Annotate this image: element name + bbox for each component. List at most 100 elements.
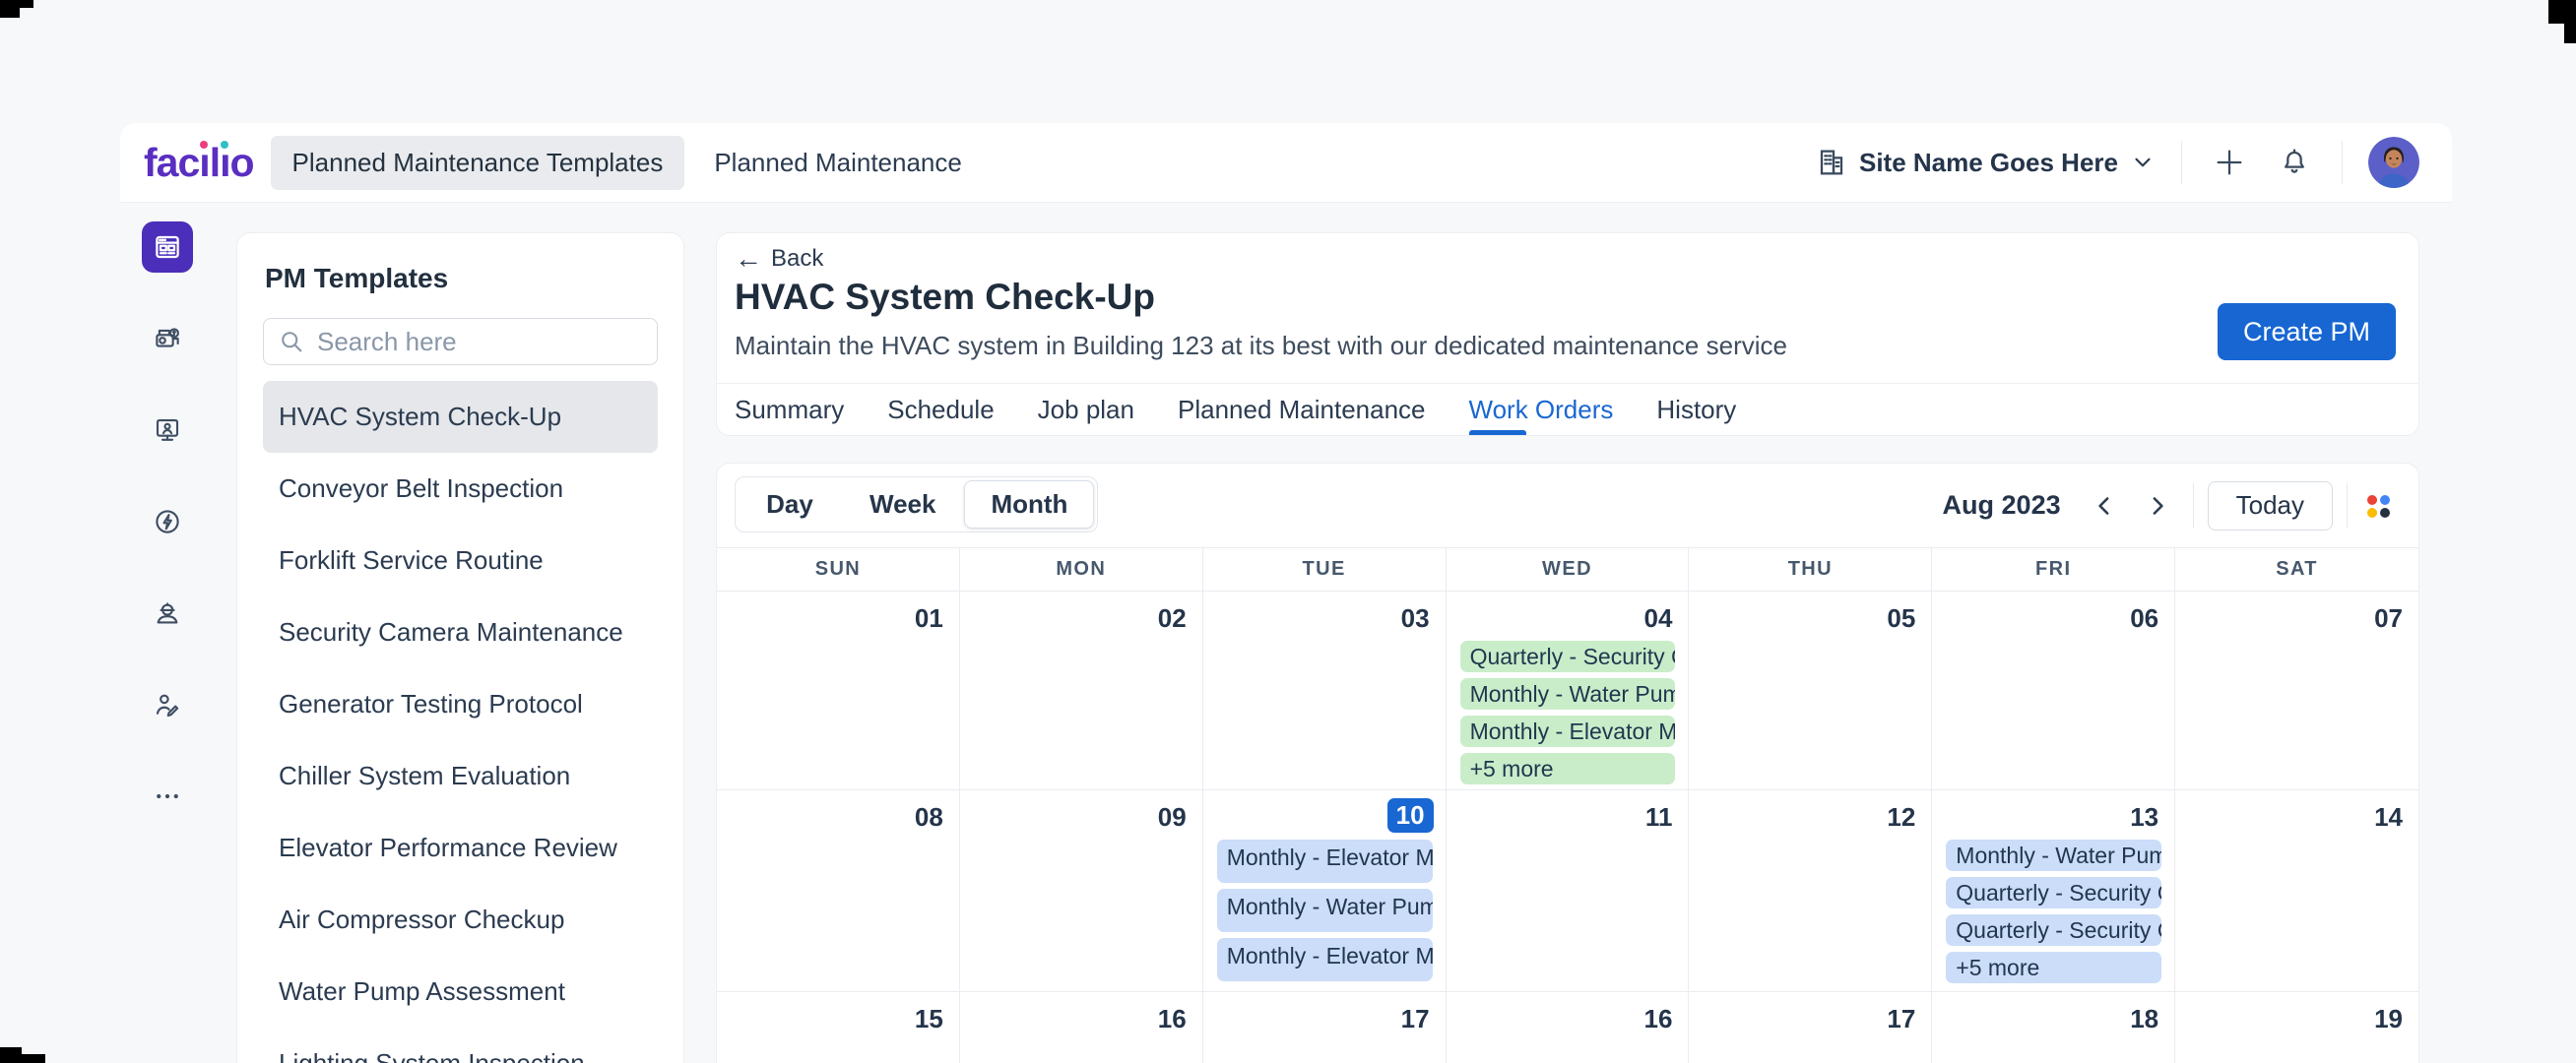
detail-header-card: ← Back HVAC System Check-Up Maintain the… bbox=[716, 232, 2419, 436]
calendar-day-cell[interactable]: 18 bbox=[1932, 992, 2176, 1063]
plus-icon bbox=[2213, 146, 2246, 179]
work-order-chip[interactable]: Monthly - Elevator Ma... bbox=[1459, 716, 1676, 747]
date-number: 17 bbox=[1887, 1004, 1916, 1033]
pm-template-item[interactable]: Water Pump Assessment bbox=[279, 976, 565, 1006]
calendar-week-row: 08 09 10 Monthly - Elevator Ma... Monthly - … bbox=[717, 790, 2418, 992]
month-label: Aug 2023 bbox=[1942, 490, 2061, 520]
date-number: 16 bbox=[1643, 1004, 1673, 1033]
work-order-chip[interactable]: Monthly - Water Pum... bbox=[1946, 840, 2162, 871]
sidebar-item-more[interactable] bbox=[142, 771, 193, 822]
pm-templates-panel: PM Templates HVAC System Check-Up Conveyo… bbox=[236, 232, 684, 1063]
pm-template-item[interactable]: Security Camera Maintenance bbox=[279, 617, 623, 647]
sidebar-item-energy[interactable] bbox=[142, 496, 193, 547]
work-order-chip[interactable]: Quarterly - Security C... bbox=[1946, 877, 2162, 908]
apps-grid-icon[interactable] bbox=[2361, 489, 2395, 523]
corner-mark bbox=[2548, 0, 2576, 24]
calendar-day-cell[interactable]: 17 bbox=[1689, 992, 1933, 1063]
calendar-day-cell[interactable]: 09 bbox=[959, 790, 1203, 992]
work-order-chip[interactable]: Monthly - Elevator Ma... bbox=[1216, 840, 1433, 883]
calendar-day-cell[interactable]: 02 bbox=[959, 592, 1203, 790]
back-button[interactable]: ← Back bbox=[735, 243, 824, 274]
calendar-day-cell[interactable]: 05 bbox=[1689, 592, 1933, 790]
pm-template-item[interactable]: Lighting System Inspection bbox=[279, 1048, 585, 1063]
chevron-down-icon bbox=[2130, 150, 2156, 175]
weekday-header-row: SUN MON TUE WED THU FRI SAT bbox=[717, 547, 2418, 592]
pm-template-item[interactable]: Chiller System Evaluation bbox=[279, 761, 571, 790]
date-number: 15 bbox=[914, 1004, 943, 1033]
pm-template-item[interactable]: Conveyor Belt Inspection bbox=[279, 473, 564, 503]
calendar-day-cell[interactable]: 15 bbox=[717, 992, 960, 1063]
view-week-button[interactable]: Week bbox=[869, 489, 936, 519]
tab-schedule[interactable]: Schedule bbox=[887, 394, 995, 424]
next-month-button[interactable] bbox=[2136, 484, 2179, 528]
date-number: 19 bbox=[2374, 1004, 2403, 1033]
more-events-chip[interactable]: +5 more bbox=[1459, 753, 1676, 784]
divider bbox=[2181, 141, 2182, 184]
tab-work-orders[interactable]: Work Orders bbox=[1468, 384, 1613, 435]
more-events-chip[interactable]: +5 more bbox=[1946, 952, 2162, 983]
calendar-day-cell[interactable]: 12 bbox=[1689, 790, 1933, 992]
sidebar-item-signature[interactable] bbox=[142, 679, 193, 730]
weekday-header: SUN bbox=[717, 548, 960, 591]
calendar-day-cell[interactable]: 04 Quarterly - Security C... Monthly - Wat… bbox=[1446, 592, 1690, 790]
search-input[interactable] bbox=[317, 326, 643, 357]
pm-template-item[interactable]: HVAC System Check-Up bbox=[263, 381, 658, 453]
calendar-day-cell[interactable]: 01 bbox=[717, 592, 960, 790]
tab-summary[interactable]: Summary bbox=[735, 394, 845, 424]
calendar-day-cell[interactable]: 16 bbox=[1447, 992, 1690, 1063]
module-sidebar bbox=[120, 221, 215, 842]
calendar-day-cell[interactable]: 13 Monthly - Water Pum... Quarterly - Secu… bbox=[1932, 790, 2176, 992]
date-number: 06 bbox=[2130, 603, 2159, 633]
calendar-day-cell[interactable]: 07 bbox=[2175, 592, 2418, 790]
pm-template-item[interactable]: Air Compressor Checkup bbox=[279, 905, 565, 934]
prev-month-button[interactable] bbox=[2083, 484, 2126, 528]
bell-icon bbox=[2279, 147, 2310, 178]
calendar-day-cell[interactable]: 14 bbox=[2175, 790, 2418, 992]
corner-mark bbox=[0, 0, 20, 18]
calendar-day-cell[interactable]: 10 Monthly - Elevator Ma... Monthly - Wate… bbox=[1202, 790, 1447, 992]
signature-icon bbox=[153, 690, 182, 719]
kiosk-icon bbox=[153, 415, 182, 445]
pm-template-item[interactable]: Generator Testing Protocol bbox=[279, 689, 583, 719]
sidebar-item-pm-templates[interactable] bbox=[142, 221, 193, 273]
pm-template-item[interactable]: Elevator Performance Review bbox=[279, 833, 617, 862]
work-order-chip[interactable]: Quarterly - Security C... bbox=[1459, 641, 1676, 672]
calendar-day-cell[interactable]: 11 bbox=[1446, 790, 1690, 992]
today-button[interactable]: Today bbox=[2207, 480, 2333, 531]
view-day-button[interactable]: Day bbox=[766, 489, 813, 519]
view-month-button[interactable]: Month bbox=[964, 480, 1095, 529]
calendar-day-cell[interactable]: 06 bbox=[1932, 592, 2176, 790]
nav-tab-planned-maintenance-templates[interactable]: Planned Maintenance Templates bbox=[270, 135, 685, 190]
add-button[interactable] bbox=[2208, 141, 2251, 184]
work-order-chip[interactable]: Monthly - Elevator Ma... bbox=[1216, 938, 1433, 981]
work-order-chip[interactable]: Monthly - Water Pum... bbox=[1216, 889, 1433, 932]
calendar-day-cell[interactable]: 16 bbox=[960, 992, 1203, 1063]
site-selector[interactable]: Site Name Goes Here bbox=[1816, 147, 2156, 178]
date-number: 09 bbox=[1157, 802, 1187, 832]
calendar-day-cell[interactable]: 17 bbox=[1203, 992, 1447, 1063]
sidebar-item-workforce[interactable] bbox=[142, 588, 193, 639]
calendar-day-cell[interactable]: 08 bbox=[717, 790, 960, 992]
tab-planned-maintenance[interactable]: Planned Maintenance bbox=[1177, 394, 1426, 424]
calendar-day-cell[interactable]: 03 bbox=[1202, 592, 1447, 790]
work-order-chip[interactable]: Quarterly - Security C... bbox=[1946, 914, 2162, 946]
tab-job-plan[interactable]: Job plan bbox=[1037, 394, 1134, 424]
calendar-day-cell[interactable]: 19 bbox=[2175, 992, 2418, 1063]
nav-tab-planned-maintenance[interactable]: Planned Maintenance bbox=[714, 147, 962, 177]
user-avatar[interactable] bbox=[2368, 137, 2419, 188]
weekday-header: TUE bbox=[1203, 548, 1447, 591]
date-number: 05 bbox=[1887, 603, 1916, 633]
sidebar-item-kiosk[interactable] bbox=[142, 405, 193, 456]
arrow-left-icon: ← bbox=[735, 243, 762, 274]
notifications-button[interactable] bbox=[2273, 141, 2316, 184]
work-order-chip[interactable]: Monthly - Water Pum... bbox=[1459, 678, 1676, 710]
pm-template-list: HVAC System Check-Up Conveyor Belt Inspec… bbox=[263, 381, 658, 1063]
tab-history[interactable]: History bbox=[1656, 394, 1737, 424]
selected-date-badge: 10 bbox=[1386, 798, 1434, 833]
sidebar-item-asset-cost[interactable] bbox=[142, 313, 193, 364]
create-pm-button[interactable]: Create PM bbox=[2217, 303, 2396, 360]
calendar-week-row: 01 02 03 04 Quarterly - Security C... Monthly… bbox=[717, 592, 2418, 790]
pm-template-item[interactable]: Forklift Service Routine bbox=[279, 545, 544, 575]
